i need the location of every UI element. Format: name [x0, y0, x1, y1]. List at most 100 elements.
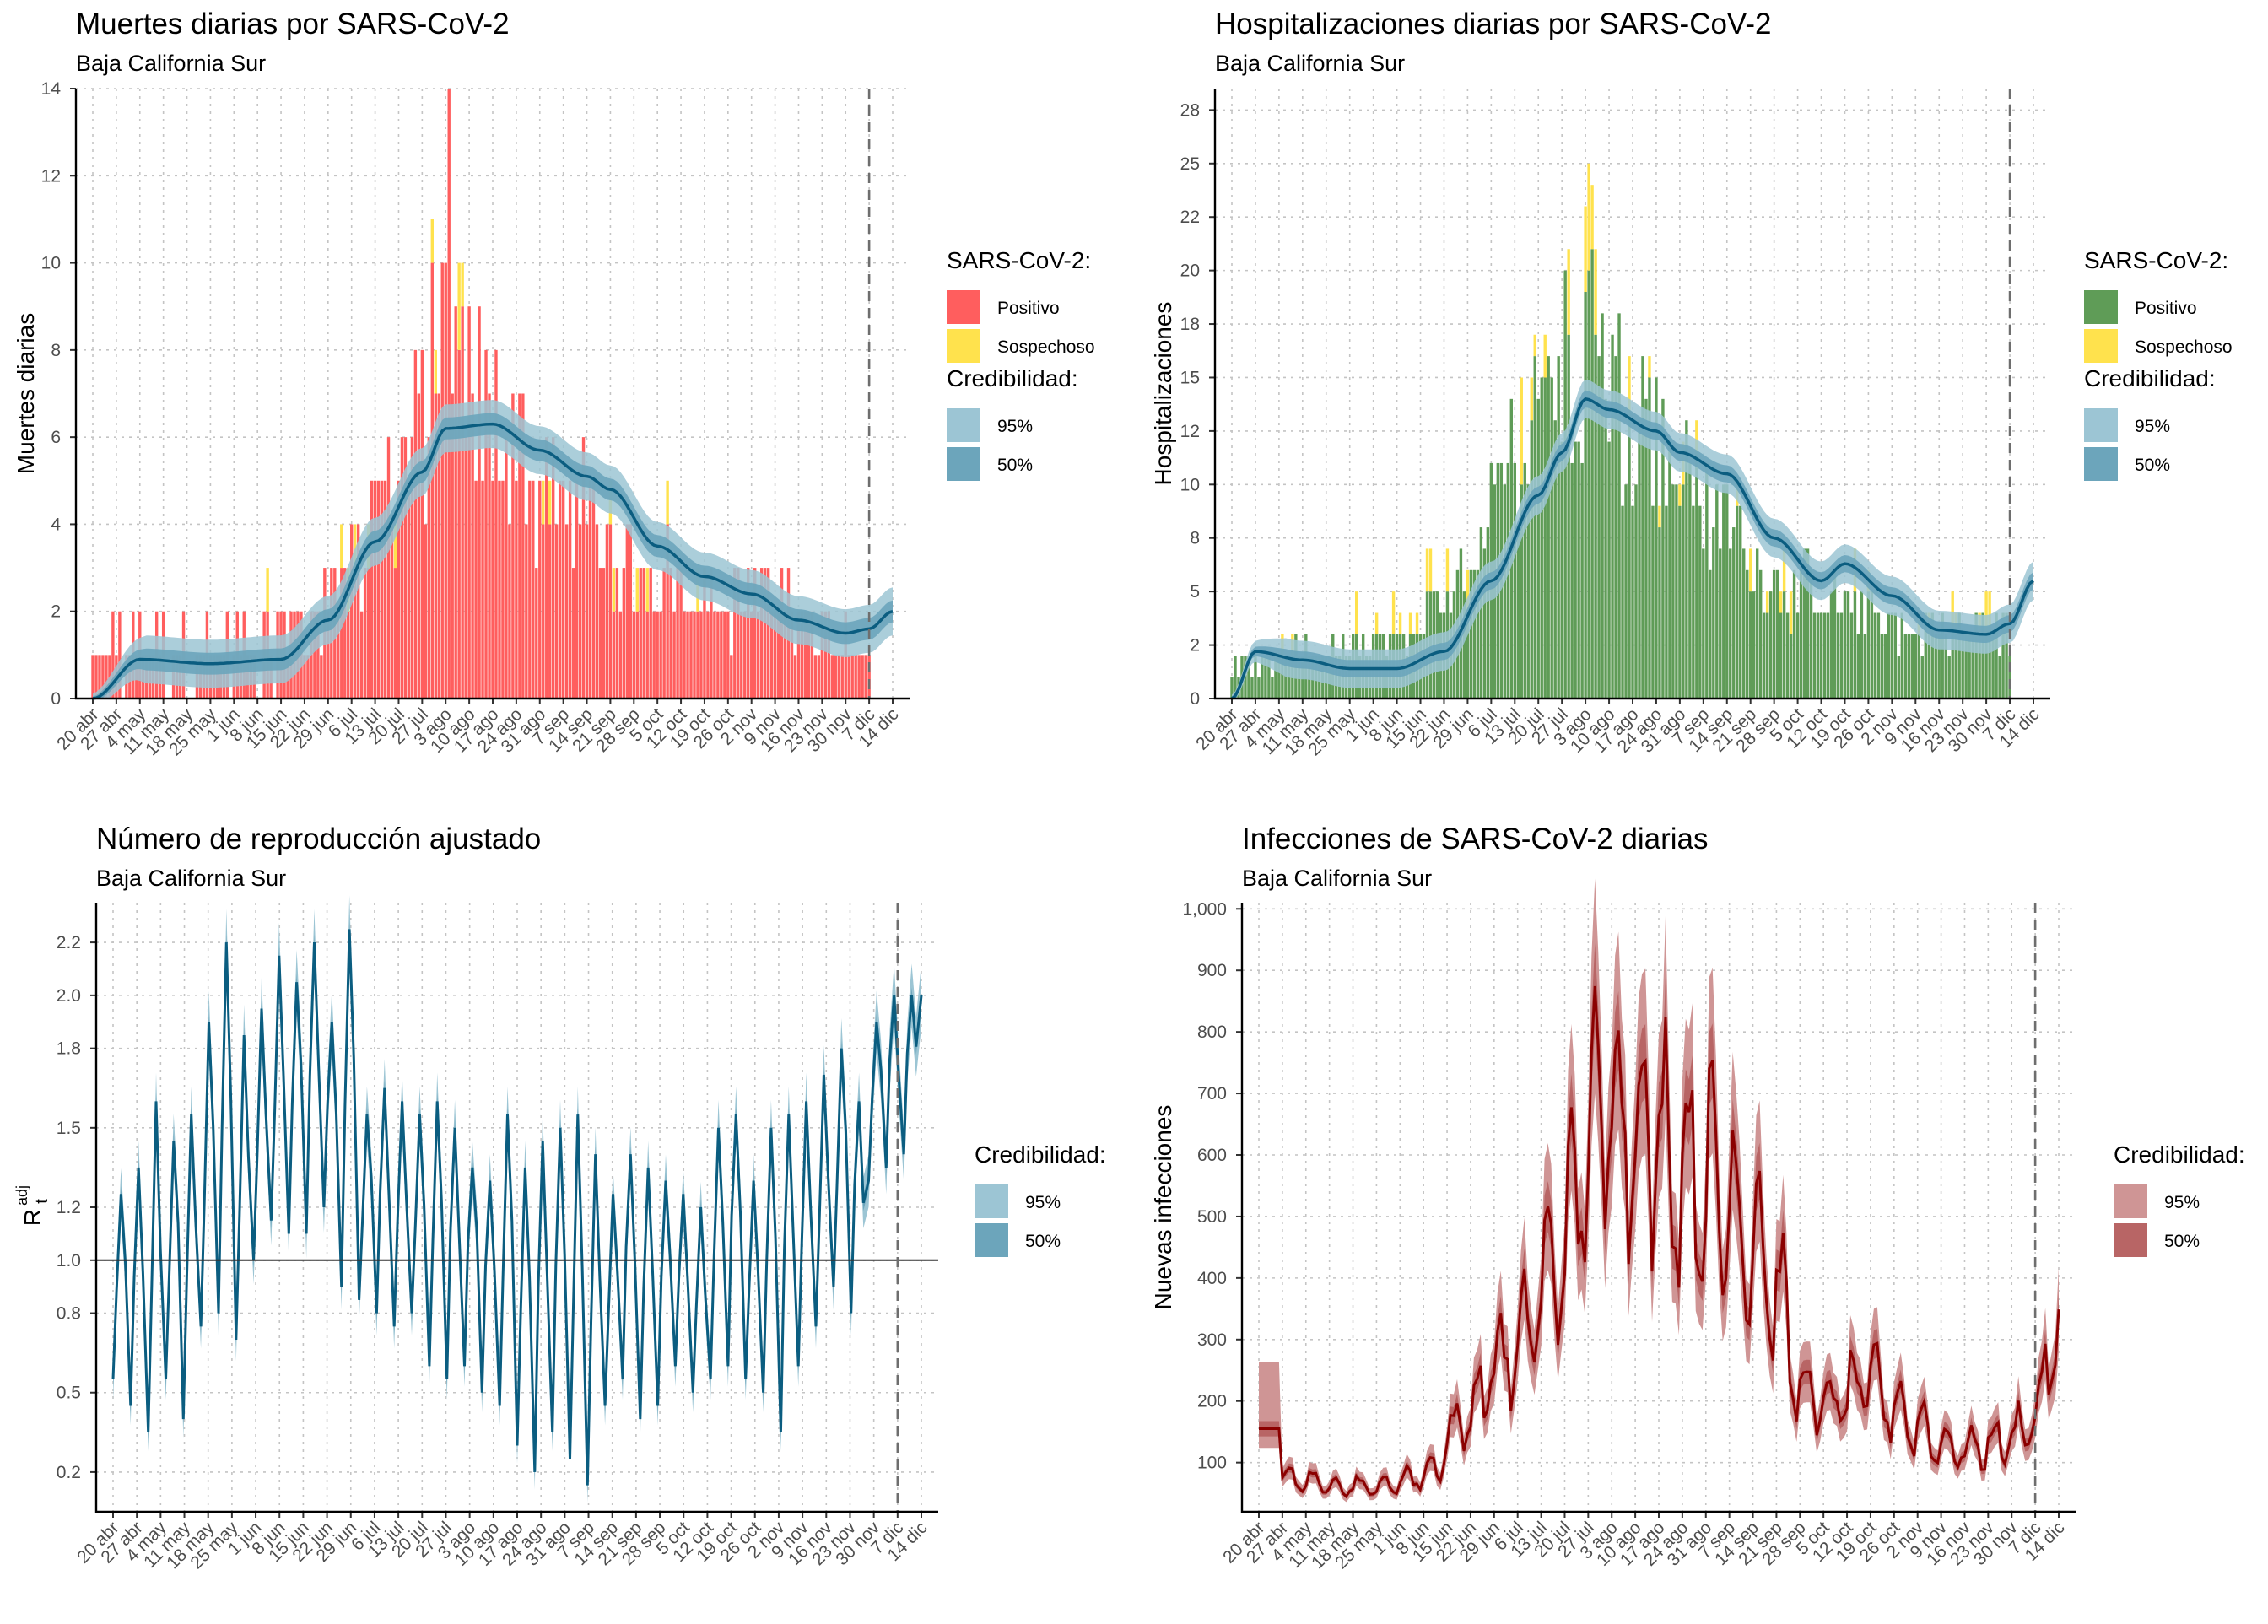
credibility-legend-title: Credibilidad:: [2114, 1141, 2245, 1168]
bar-positive: [366, 568, 370, 699]
bar-positive: [1758, 569, 1763, 699]
bar-positive: [430, 262, 434, 699]
bar-positive: [713, 611, 716, 699]
panel-subtitle: Baja California Sur: [1242, 866, 1432, 891]
bar-positive: [632, 611, 635, 699]
bar-positive: [376, 480, 381, 699]
credibility-swatch: [2084, 408, 2118, 442]
bar-positive: [773, 611, 777, 699]
bar-positive: [1866, 591, 1871, 699]
infections-line: [1259, 985, 2060, 1499]
bar-positive: [306, 655, 310, 699]
bar-positive: [1890, 612, 1894, 699]
bar-positive: [484, 349, 488, 699]
bar-positive: [618, 611, 623, 699]
y-axis-label: Hospitalizaciones: [1150, 302, 1176, 486]
credibility-item-label: 50%: [997, 456, 1033, 475]
bar-positive: [575, 480, 579, 699]
bar-positive: [491, 480, 494, 699]
legend-swatch: [2084, 290, 2118, 324]
credibility-swatch: [947, 447, 980, 481]
bar-positive: [1951, 634, 1954, 699]
bar-positive: [1611, 334, 1614, 699]
bar-positive: [1742, 548, 1746, 699]
bar-positive: [1765, 612, 1769, 699]
y-tick-label: 700: [1197, 1084, 1227, 1103]
y-tick-label: 1.0: [57, 1251, 81, 1271]
credibility-item-label: 95%: [1025, 1193, 1061, 1212]
bar-positive: [588, 480, 592, 699]
bar-positive: [803, 611, 807, 699]
y-tick-label: 1,000: [1182, 899, 1227, 919]
bar-suspected: [1749, 548, 1752, 592]
bar-suspected: [353, 524, 357, 569]
bar-positive: [1739, 505, 1742, 699]
bar-positive: [1843, 591, 1847, 699]
bar-positive: [847, 655, 850, 699]
bar-positive: [726, 611, 730, 699]
y-tick-label: 300: [1197, 1330, 1227, 1350]
bar-positive: [1749, 591, 1752, 699]
bar-positive: [386, 437, 391, 699]
bar-positive: [1530, 420, 1533, 699]
bar-positive: [1853, 591, 1857, 699]
median-line: [92, 422, 894, 700]
credibility-item-label: 95%: [997, 417, 1033, 436]
bar-positive: [595, 524, 599, 699]
bar-positive: [397, 480, 401, 699]
bar-positive: [1860, 591, 1864, 699]
bar-positive: [1671, 484, 1675, 699]
bar-suspected: [542, 480, 545, 525]
bar-positive: [669, 568, 672, 699]
bar-positive: [807, 611, 811, 699]
bar-positive: [837, 655, 840, 699]
bar-suspected: [430, 219, 434, 263]
bar-positive: [740, 611, 743, 699]
bar-positive: [505, 437, 508, 699]
bar-positive: [1614, 356, 1617, 699]
bar-positive: [1604, 398, 1607, 699]
y-tick-label: 0: [1190, 689, 1200, 709]
bar-positive: [1846, 591, 1850, 699]
bar-positive: [1802, 548, 1806, 699]
bar-positive: [2008, 656, 2012, 699]
bar-positive: [629, 524, 633, 699]
bar-positive: [753, 568, 757, 699]
bar-positive: [532, 480, 535, 699]
bar-positive: [554, 524, 559, 699]
bar-positive: [1560, 441, 1563, 699]
bar-positive: [656, 611, 659, 699]
bar-positive: [1779, 612, 1783, 699]
legend-title: SARS-CoV-2:: [2084, 247, 2228, 273]
bar-positive: [316, 611, 320, 699]
bar-positive: [1904, 634, 1908, 699]
bar-positive: [105, 655, 108, 699]
bar-positive: [1856, 634, 1860, 699]
bar-positive: [1947, 656, 1951, 699]
bar-positive: [776, 611, 780, 699]
bar-positive: [1984, 634, 1988, 699]
bar-positive: [508, 524, 511, 699]
bar-positive: [420, 349, 424, 699]
y-tick-label: 18: [1180, 315, 1200, 334]
bar-positive: [824, 611, 828, 699]
bar-positive: [827, 611, 831, 699]
bar-positive: [652, 611, 656, 699]
y-axis-label: Muertes diarias: [13, 313, 39, 474]
bar-positive: [1944, 634, 1947, 699]
bar-positive: [605, 524, 609, 699]
panel-title: Muertes diarias por SARS-CoV-2: [76, 8, 510, 40]
bar-positive: [1594, 334, 1597, 699]
bar-positive: [1974, 612, 1978, 699]
bar-positive: [793, 655, 797, 699]
bar-positive: [373, 480, 377, 699]
bar-positive: [710, 568, 713, 699]
bar-positive: [1796, 612, 1800, 699]
bar-suspected: [1543, 334, 1547, 378]
bar-positive: [494, 349, 498, 699]
bar-positive: [602, 568, 606, 699]
bar-positive: [1668, 441, 1671, 699]
axis-lines: [74, 89, 910, 700]
